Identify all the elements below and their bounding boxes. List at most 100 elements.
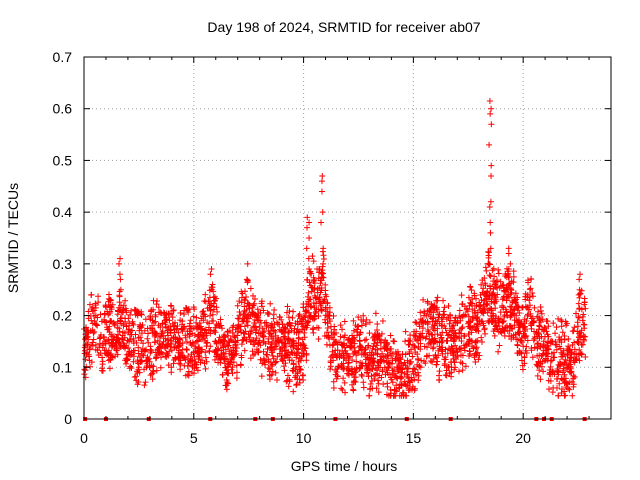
data-point	[149, 376, 156, 383]
data-point	[327, 354, 334, 361]
data-point	[485, 248, 492, 255]
spike-point	[576, 276, 583, 283]
data-point	[199, 357, 206, 364]
data-point	[197, 330, 204, 337]
data-point	[508, 287, 515, 294]
data-point	[232, 341, 239, 348]
data-point	[147, 346, 154, 353]
data-point	[87, 301, 94, 308]
data-point	[132, 331, 139, 338]
spike-point	[486, 203, 493, 210]
data-point	[202, 349, 209, 356]
data-point	[461, 333, 468, 340]
data-point	[565, 385, 572, 392]
data-point	[150, 319, 157, 326]
data-point	[150, 306, 157, 313]
data-point	[516, 328, 523, 335]
data-point	[373, 385, 380, 392]
data-point	[285, 329, 292, 336]
data-point	[442, 356, 449, 363]
data-point	[344, 363, 351, 370]
data-point	[528, 325, 535, 332]
data-point	[318, 306, 325, 313]
data-point	[251, 320, 258, 327]
data-point	[216, 334, 223, 341]
data-point	[153, 367, 160, 374]
data-point	[578, 329, 585, 336]
data-point	[486, 272, 493, 279]
data-point	[350, 335, 357, 342]
data-point	[512, 290, 519, 297]
data-point	[286, 307, 293, 314]
data-point	[246, 334, 253, 341]
data-point	[131, 347, 138, 354]
data-point	[434, 325, 441, 332]
data-point	[389, 379, 396, 386]
data-point	[416, 323, 423, 330]
data-point	[272, 343, 279, 350]
data-point	[373, 327, 380, 334]
data-point	[356, 365, 363, 372]
data-point	[509, 325, 516, 332]
data-point	[524, 337, 531, 344]
data-point	[339, 386, 346, 393]
data-point	[385, 365, 392, 372]
y-tick-label: 0.5	[53, 152, 73, 168]
data-point	[397, 375, 404, 382]
data-point	[499, 318, 506, 325]
data-point	[177, 357, 184, 364]
spike-point	[320, 260, 327, 267]
data-point	[555, 315, 562, 322]
data-point	[182, 356, 189, 363]
data-point	[473, 345, 480, 352]
data-point	[116, 328, 123, 335]
data-point	[244, 322, 251, 329]
data-point	[459, 360, 466, 367]
data-point	[106, 310, 113, 317]
data-point	[90, 330, 97, 337]
data-point	[431, 322, 438, 329]
data-point	[383, 341, 390, 348]
data-point	[262, 361, 269, 368]
data-point	[207, 343, 214, 350]
data-point	[240, 317, 247, 324]
data-point	[118, 315, 125, 322]
data-point	[581, 321, 588, 328]
data-point	[124, 356, 131, 363]
data-point	[345, 359, 352, 366]
data-point	[407, 359, 414, 366]
data-point	[190, 304, 197, 311]
data-point	[402, 351, 409, 358]
data-point	[430, 355, 437, 362]
data-point	[523, 349, 530, 356]
data-point	[476, 352, 483, 359]
data-point	[233, 369, 240, 376]
data-point	[388, 360, 395, 367]
x-tick-label: 5	[190, 430, 198, 446]
data-point	[468, 329, 475, 336]
data-point	[120, 302, 127, 309]
data-point	[453, 356, 460, 363]
data-point	[350, 327, 357, 334]
data-point	[553, 324, 560, 331]
spike-point	[117, 286, 124, 293]
data-point	[459, 352, 466, 359]
data-point	[496, 323, 503, 330]
data-point	[537, 303, 544, 310]
data-point	[153, 330, 160, 337]
data-point	[528, 345, 535, 352]
data-point	[325, 313, 332, 320]
data-point	[182, 334, 189, 341]
data-point	[483, 301, 490, 308]
data-point	[530, 337, 537, 344]
data-point	[116, 299, 123, 306]
data-point	[409, 353, 416, 360]
data-point	[271, 346, 278, 353]
data-point	[84, 341, 91, 348]
data-point	[404, 368, 411, 375]
data-point	[571, 346, 578, 353]
data-point	[496, 342, 503, 349]
data-point	[109, 301, 116, 308]
data-point	[247, 355, 254, 362]
data-point	[480, 285, 487, 292]
